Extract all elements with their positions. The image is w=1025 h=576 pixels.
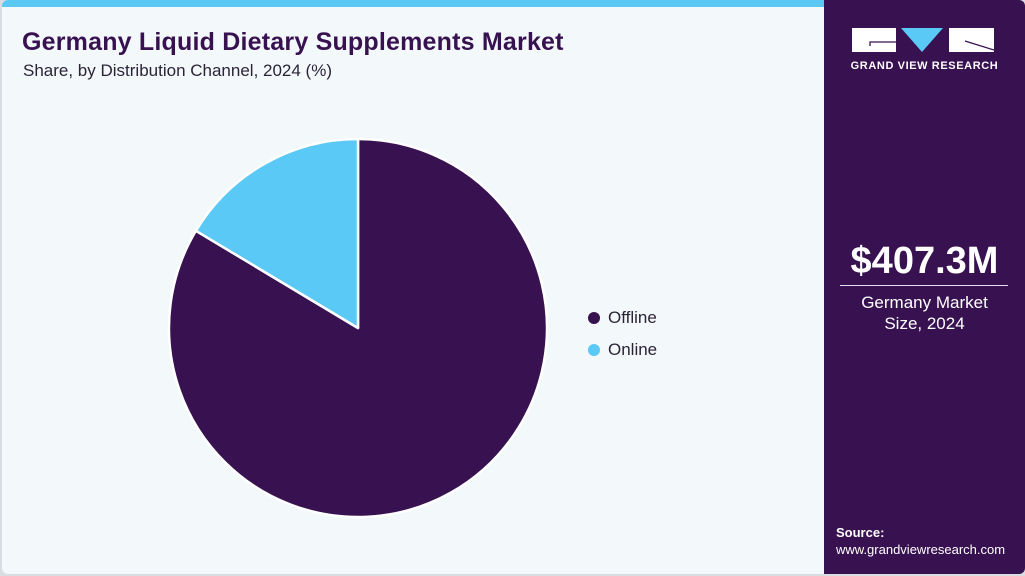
legend-label-offline: Offline: [608, 308, 657, 327]
legend-item-offline: Offline: [588, 302, 657, 334]
legend-dot-online-icon: [588, 344, 600, 356]
legend-item-online: Online: [588, 334, 657, 366]
chart-title: Germany Liquid Dietary Supplements Marke…: [22, 28, 564, 56]
pie-chart: [167, 137, 549, 519]
pie-slice-online: [194, 137, 360, 330]
side-panel: GRAND VIEW RESEARCH $407.3M Germany Mark…: [824, 0, 1025, 574]
chart-area: Germany Liquid Dietary Supplements Marke…: [2, 0, 824, 574]
source-link[interactable]: www.grandviewresearch.com: [836, 542, 1006, 557]
market-size-label: Germany Market Size, 2024: [861, 293, 988, 333]
source-label: Source:: [836, 525, 885, 540]
market-value: $407.3M: [850, 240, 999, 282]
legend-dot-offline-icon: [588, 312, 600, 324]
gvr-logo-icon: [852, 28, 994, 52]
legend-label-online: Online: [608, 340, 658, 359]
chart-subtitle: Share, by Distribution Channel, 2024 (%): [23, 61, 332, 80]
legend: Offline Online: [588, 302, 657, 366]
divider: [840, 285, 1008, 286]
logo-text: GRAND VIEW RESEARCH: [850, 60, 999, 72]
pie-slice-offline: [167, 137, 549, 519]
accent-bar: [2, 0, 824, 7]
